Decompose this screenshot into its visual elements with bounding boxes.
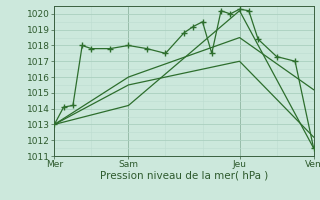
- X-axis label: Pression niveau de la mer( hPa ): Pression niveau de la mer( hPa ): [100, 171, 268, 181]
